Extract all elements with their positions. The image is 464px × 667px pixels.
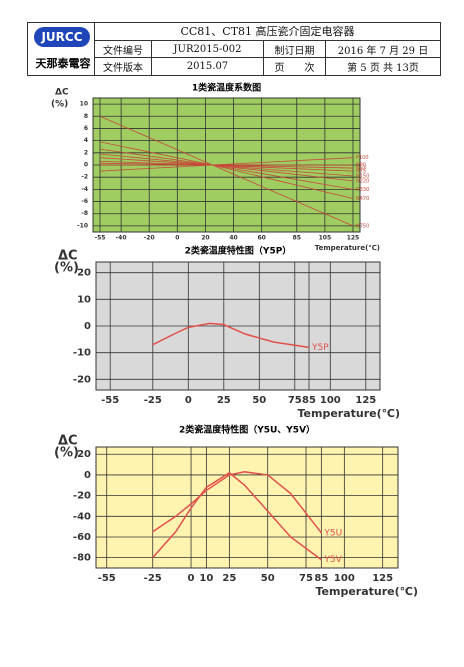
y-tick-label: 4	[84, 137, 88, 144]
series-line	[152, 471, 322, 561]
x-tick-label: -55	[95, 235, 106, 242]
y-tick-label: -4	[81, 186, 88, 193]
y-tick-label: 0	[84, 321, 91, 332]
series-line	[152, 471, 322, 534]
series-label: N75	[356, 169, 366, 175]
chart-title: 1类瓷温度系数图	[192, 82, 261, 94]
x-tick-label: 125	[372, 573, 393, 584]
plot-area	[95, 446, 399, 569]
x-tick-label: -55	[101, 395, 119, 406]
y-tick-label: 10	[77, 294, 91, 305]
series-label: N330	[356, 187, 369, 193]
y-axis-label: ΔC	[58, 249, 78, 264]
x-tick-label: 75	[299, 573, 313, 584]
y-tick-label: 2	[84, 149, 88, 156]
x-tick-label: 125	[347, 235, 360, 242]
series-label: N33	[356, 166, 366, 172]
x-tick-label: 25	[217, 395, 231, 406]
y-tick-label: -20	[73, 374, 91, 385]
x-tick-label: 75	[288, 395, 302, 406]
x-tick-label: 50	[261, 573, 275, 584]
x-axis-label: Temperature(℃)	[298, 407, 401, 420]
cell: 文件编号	[94, 41, 152, 58]
y-tick-label: -80	[73, 553, 91, 564]
y-tick-label: 8	[84, 113, 88, 120]
x-tick-label: -55	[98, 573, 116, 584]
y-axis-unit: (%)	[54, 446, 79, 461]
x-tick-label: 100	[320, 395, 341, 406]
x-tick-label: -40	[116, 235, 127, 242]
x-tick-label: 100	[334, 573, 355, 584]
cell: 文件版本	[94, 58, 152, 76]
y-tick-label: -40	[73, 511, 91, 522]
y-tick-label: -60	[73, 532, 91, 543]
x-tick-label: 125	[355, 395, 376, 406]
x-tick-label: -25	[144, 573, 162, 584]
x-axis-label: Temperature(℃)	[315, 244, 380, 252]
series-line	[99, 115, 354, 227]
x-tick-label: -20	[144, 235, 155, 242]
doc-title: CC81、CT81 高压瓷介固定电容器	[94, 22, 441, 41]
logo: JURCC	[34, 27, 90, 47]
x-axis-label: Temperature(℃)	[316, 585, 419, 598]
series-label: N220	[356, 178, 369, 184]
x-tick-label: -25	[144, 395, 162, 406]
cell: 2015.07	[152, 58, 264, 76]
cell: 制订日期	[264, 41, 326, 58]
x-tick-label: 105	[319, 235, 332, 242]
x-tick-label: 0	[185, 395, 192, 406]
x-tick-label: 60	[257, 235, 265, 242]
cell: 页 次	[264, 58, 326, 76]
y-axis-label: ΔC	[58, 434, 78, 449]
cell: 2016 年 7 月 29 日	[326, 41, 441, 58]
y-tick-label: 6	[84, 125, 88, 132]
x-tick-label: 40	[229, 235, 237, 242]
y-tick-label: -2	[81, 174, 88, 181]
y-tick-label: 20	[77, 449, 91, 460]
y-tick-label: 0	[84, 162, 88, 169]
y-tick-label: -10	[73, 348, 91, 359]
y-tick-label: 0	[84, 470, 91, 481]
y-tick-label: -10	[77, 222, 88, 229]
y-tick-label: -8	[81, 210, 88, 217]
cell: 第 5 页 共 13页	[326, 58, 441, 76]
y-tick-label: 10	[80, 101, 88, 108]
series-label: N750	[356, 223, 369, 229]
company: 天那泰電容	[35, 57, 91, 70]
chart-title: 2类瓷温度特性图（Y5P）	[185, 245, 292, 257]
series-line	[152, 322, 310, 349]
x-tick-label: 10	[199, 573, 213, 584]
series-label: NP0	[356, 163, 366, 169]
x-tick-label: 0	[175, 235, 179, 242]
y-tick-label: 20	[77, 268, 91, 279]
series-label: Y5V	[323, 555, 342, 565]
cell: JUR2015-002	[152, 41, 264, 58]
x-tick-label: 85	[293, 235, 301, 242]
series-label: P100	[356, 155, 369, 161]
y-tick-label: -20	[73, 491, 91, 502]
x-tick-label: 85	[302, 395, 316, 406]
chart-title: 2类瓷温度特性图（Y5U、Y5V）	[179, 424, 315, 436]
y-axis-label: ΔC	[55, 88, 69, 98]
series-label: Y5P	[311, 343, 329, 353]
x-tick-label: 50	[252, 395, 266, 406]
x-tick-label: 25	[222, 573, 236, 584]
series-label: N150	[356, 173, 369, 179]
y-tick-label: -6	[81, 198, 88, 205]
x-tick-label: 85	[314, 573, 328, 584]
x-tick-label: 0	[188, 573, 195, 584]
y-axis-unit: (%)	[54, 261, 79, 276]
series-label: N470	[356, 196, 369, 202]
x-tick-label: 20	[201, 235, 209, 242]
series-label: Y5U	[323, 528, 342, 538]
y-axis-unit: (%)	[51, 100, 68, 110]
